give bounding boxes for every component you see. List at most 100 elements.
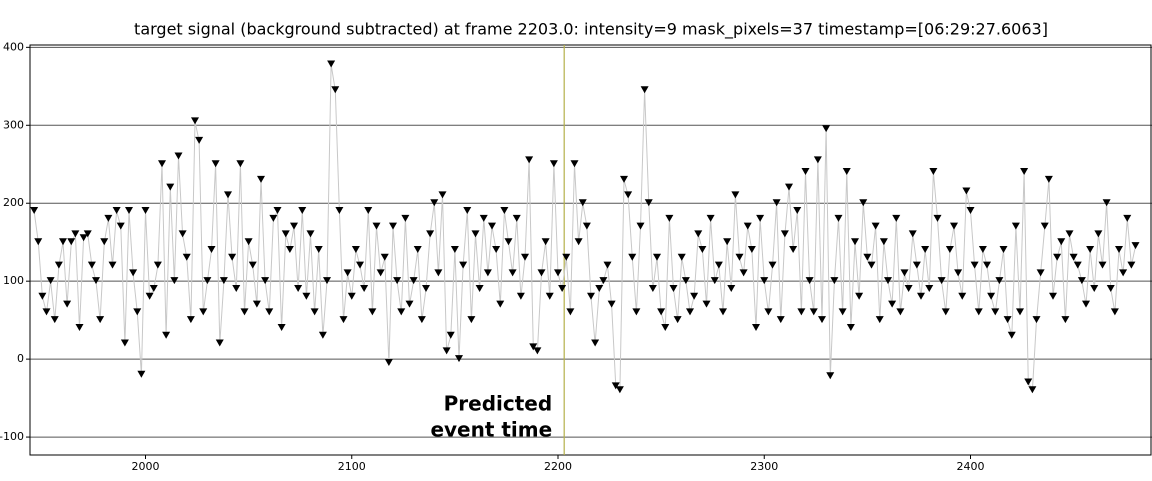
point-marker — [294, 284, 303, 292]
point-marker — [995, 277, 1004, 285]
point-marker — [694, 230, 703, 238]
point-marker — [566, 308, 575, 316]
point-marker — [120, 339, 129, 347]
point-marker — [558, 284, 567, 292]
point-marker — [830, 277, 839, 285]
point-marker — [265, 308, 274, 316]
point-marker — [219, 277, 228, 285]
point-marker — [879, 238, 888, 246]
point-marker — [900, 269, 909, 277]
point-marker — [384, 359, 393, 367]
point-marker — [438, 191, 447, 199]
point-marker — [776, 316, 785, 324]
point-marker — [582, 222, 591, 230]
point-marker — [203, 277, 212, 285]
point-marker — [1040, 222, 1049, 230]
point-marker — [657, 308, 666, 316]
point-marker — [133, 308, 142, 316]
point-marker — [644, 199, 653, 207]
point-marker — [653, 253, 661, 261]
point-marker — [813, 156, 822, 164]
point-marker — [108, 261, 117, 269]
point-marker — [822, 125, 831, 133]
point-marker — [603, 261, 612, 269]
point-marker — [1123, 214, 1132, 222]
point-marker — [681, 277, 690, 285]
point-marker — [950, 222, 958, 230]
point-marker — [954, 269, 963, 277]
point-marker — [92, 277, 100, 285]
point-marker — [624, 191, 633, 199]
point-marker — [665, 214, 674, 222]
point-marker — [389, 222, 397, 230]
point-marker — [232, 284, 241, 292]
point-marker — [1110, 308, 1119, 316]
point-marker — [195, 136, 204, 144]
point-marker — [574, 238, 583, 246]
point-marker — [372, 222, 381, 230]
point-marker — [521, 253, 529, 261]
point-marker — [199, 308, 208, 316]
point-marker — [351, 246, 360, 253]
point-marker — [537, 269, 546, 277]
x-tick-label: 2400 — [957, 460, 985, 473]
point-marker — [661, 323, 670, 331]
point-marker — [739, 269, 748, 277]
point-marker — [562, 253, 571, 261]
point-marker — [508, 269, 517, 277]
point-marker — [339, 316, 348, 324]
point-marker — [1016, 308, 1024, 316]
point-marker — [785, 183, 793, 191]
point-marker — [1020, 168, 1029, 176]
point-marker — [1082, 300, 1090, 308]
point-marker — [793, 207, 802, 215]
point-marker — [871, 222, 880, 230]
point-marker — [129, 269, 138, 277]
point-marker — [343, 269, 352, 277]
point-marker — [1090, 284, 1099, 292]
point-marker — [620, 175, 628, 183]
point-marker — [376, 269, 385, 277]
point-marker — [669, 284, 678, 292]
point-marker — [1069, 253, 1078, 261]
point-marker — [587, 292, 595, 300]
point-marker — [1119, 269, 1128, 277]
point-marker — [475, 284, 484, 292]
point-marker — [743, 222, 752, 230]
point-marker — [100, 238, 109, 246]
point-marker — [867, 261, 876, 269]
point-marker — [116, 222, 125, 230]
point-marker — [455, 355, 463, 363]
point-marker — [1086, 246, 1095, 253]
point-marker — [731, 191, 740, 199]
point-marker — [789, 246, 798, 253]
point-marker — [281, 230, 290, 238]
point-marker — [933, 214, 942, 222]
point-marker — [430, 199, 439, 207]
point-marker — [834, 214, 843, 222]
point-marker — [838, 308, 847, 316]
point-marker — [240, 308, 249, 316]
point-marker — [356, 261, 364, 269]
point-marker — [166, 183, 175, 191]
point-marker — [904, 284, 913, 292]
y-tick-label: 0 — [17, 352, 24, 365]
point-marker — [1102, 199, 1111, 207]
point-marker — [809, 308, 818, 316]
point-marker — [768, 261, 777, 269]
point-marker — [1049, 292, 1057, 300]
point-marker — [125, 207, 133, 215]
point-marker — [818, 316, 826, 324]
point-marker — [450, 246, 459, 253]
point-marker — [463, 207, 472, 215]
point-marker — [347, 292, 356, 300]
point-marker — [677, 253, 686, 261]
point-marker — [937, 277, 946, 285]
point-marker — [640, 86, 649, 94]
point-marker — [269, 214, 278, 222]
point-marker — [628, 253, 637, 261]
point-marker — [290, 222, 298, 230]
point-marker — [285, 246, 294, 253]
point-marker — [261, 277, 270, 285]
